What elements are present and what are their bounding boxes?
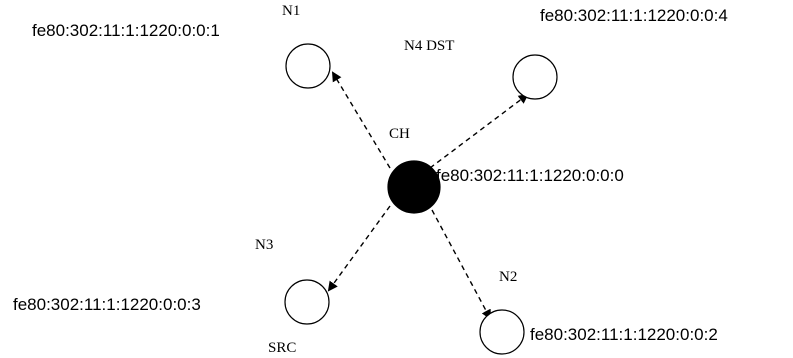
address-n2: fe80:302:11:1:1220:0:0:2 — [530, 325, 718, 344]
label-ch: CH — [389, 126, 410, 142]
node-ch-cluster-head — [387, 160, 441, 214]
label-n3-role: SRC — [268, 340, 296, 356]
link-ch-n1 — [331, 71, 391, 169]
link-ch-n3 — [327, 205, 391, 292]
label-n2: N2 — [499, 269, 517, 285]
node-n2 — [479, 309, 525, 355]
link-ch-n2 — [431, 209, 491, 320]
node-n1 — [285, 43, 331, 89]
address-n4: fe80:302:11:1:1220:0:0:4 — [540, 6, 728, 25]
address-n3: fe80:302:11:1:1220:0:0:3 — [13, 295, 201, 314]
address-n1: fe80:302:11:1:1220:0:0:1 — [32, 21, 220, 40]
label-n3: N3 — [255, 237, 273, 253]
link-ch-n4 — [429, 93, 529, 169]
node-n3 — [284, 279, 330, 325]
node-n4 — [512, 54, 558, 100]
label-n1: N1 — [282, 3, 300, 19]
label-n4: N4 DST — [404, 38, 454, 54]
address-ch: fe80:302:11:1:1220:0:0:0 — [436, 166, 624, 185]
